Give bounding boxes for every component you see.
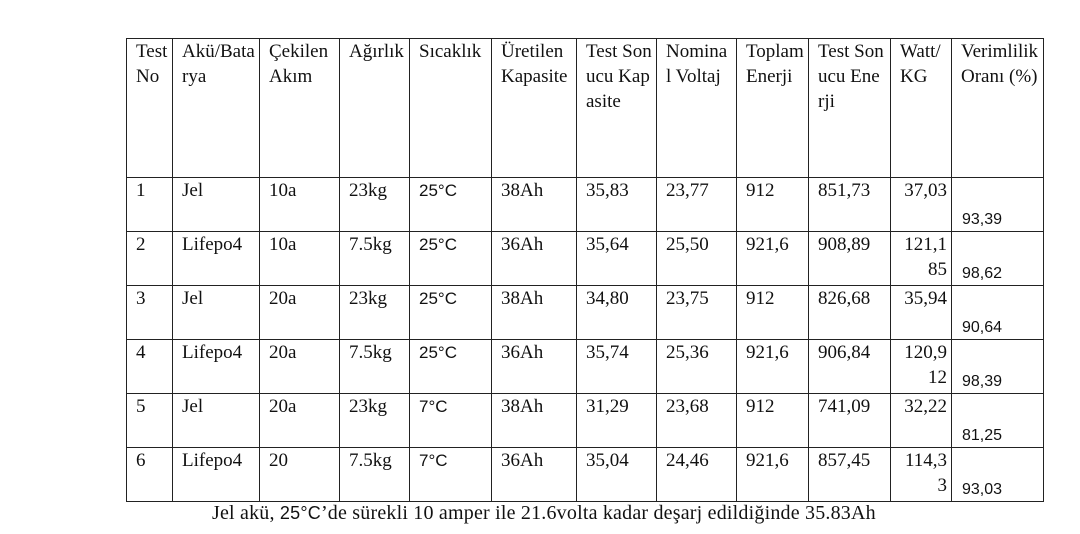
cell-weight: 7.5kg	[339, 339, 410, 394]
cell-capacity: 36Ah	[491, 447, 577, 502]
cell-test-energy: 826,68	[808, 285, 891, 340]
cell-temperature: 25°C	[409, 231, 492, 286]
cell-efficiency: 93,39	[951, 177, 1044, 232]
table-row: 6 Lifepo4 20 7.5kg 7°C 36Ah 35,04 24,46 …	[126, 447, 1044, 502]
table-row: 3 Jel 20a 23kg 25°C 38Ah 34,80 23,75 912…	[126, 285, 1044, 340]
cell-test-energy: 908,89	[808, 231, 891, 286]
header-test-energy: Test Sonucu Enerji	[808, 38, 891, 178]
cell-watt-kg: 121,185	[890, 231, 952, 286]
cell-weight: 23kg	[339, 393, 410, 448]
cell-battery: Jel	[172, 177, 260, 232]
table-row: 4 Lifepo4 20a 7.5kg 25°C 36Ah 35,74 25,3…	[126, 339, 1044, 394]
caption-part2: ’de sürekli 10 amper ile 21.6volta kadar…	[320, 502, 876, 524]
cell-weight: 23kg	[339, 285, 410, 340]
table-row: 1 Jel 10a 23kg 25°C 38Ah 35,83 23,77 912…	[126, 177, 1044, 232]
cell-test-capacity: 35,64	[576, 231, 657, 286]
cell-temperature: 7°C	[409, 447, 492, 502]
cell-efficiency: 98,62	[951, 231, 1044, 286]
cell-total-energy: 921,6	[736, 339, 809, 394]
table-row: 2 Lifepo4 10a 7.5kg 25°C 36Ah 35,64 25,5…	[126, 231, 1044, 286]
cell-test-capacity: 35,04	[576, 447, 657, 502]
cell-nominal-voltage: 23,75	[656, 285, 737, 340]
cell-nominal-voltage: 23,77	[656, 177, 737, 232]
cell-nominal-voltage: 23,68	[656, 393, 737, 448]
cell-efficiency: 90,64	[951, 285, 1044, 340]
cell-weight: 7.5kg	[339, 231, 410, 286]
header-current: Çekilen Akım	[259, 38, 340, 178]
header-test-no: Test No	[126, 38, 173, 178]
cell-temperature: 25°C	[409, 339, 492, 394]
cell-current: 20a	[259, 285, 340, 340]
cell-nominal-voltage: 24,46	[656, 447, 737, 502]
cell-battery: Jel	[172, 285, 260, 340]
cell-nominal-voltage: 25,36	[656, 339, 737, 394]
cell-current: 20a	[259, 393, 340, 448]
cell-test-capacity: 31,29	[576, 393, 657, 448]
cell-test-no: 4	[126, 339, 173, 394]
cell-efficiency: 98,39	[951, 339, 1044, 394]
cell-test-capacity: 35,83	[576, 177, 657, 232]
cell-test-no: 6	[126, 447, 173, 502]
cell-test-no: 3	[126, 285, 173, 340]
cell-test-no: 2	[126, 231, 173, 286]
cell-test-energy: 906,84	[808, 339, 891, 394]
battery-test-table: Test No Akü/Batarya Çekilen Akım Ağırlık…	[126, 38, 1044, 502]
cell-efficiency: 81,25	[951, 393, 1044, 448]
cell-watt-kg: 37,03	[890, 177, 952, 232]
cell-temperature: 25°C	[409, 285, 492, 340]
cell-watt-kg: 114,33	[890, 447, 952, 502]
cell-capacity: 36Ah	[491, 231, 577, 286]
cell-current: 20	[259, 447, 340, 502]
cell-battery: Lifepo4	[172, 231, 260, 286]
header-temperature: Sıcaklık	[409, 38, 492, 178]
cell-battery: Lifepo4	[172, 339, 260, 394]
header-total-energy: Toplam Enerji	[736, 38, 809, 178]
header-capacity: Üretilen Kapasite	[491, 38, 577, 178]
cell-test-capacity: 35,74	[576, 339, 657, 394]
cell-test-capacity: 34,80	[576, 285, 657, 340]
cell-capacity: 38Ah	[491, 177, 577, 232]
cell-nominal-voltage: 25,50	[656, 231, 737, 286]
header-battery: Akü/Batarya	[172, 38, 260, 178]
header-weight: Ağırlık	[339, 38, 410, 178]
cell-temperature: 7°C	[409, 393, 492, 448]
cell-capacity: 38Ah	[491, 285, 577, 340]
cell-current: 20a	[259, 339, 340, 394]
cell-battery: Lifepo4	[172, 447, 260, 502]
header-test-capacity: Test Sonucu Kapasite	[576, 38, 657, 178]
cell-test-energy: 741,09	[808, 393, 891, 448]
cell-current: 10a	[259, 177, 340, 232]
cell-test-no: 1	[126, 177, 173, 232]
header-watt-kg: Watt/KG	[890, 38, 952, 178]
header-efficiency: Verimlilik Oranı (%)	[951, 38, 1044, 178]
cell-capacity: 38Ah	[491, 393, 577, 448]
cell-total-energy: 912	[736, 285, 809, 340]
cell-test-energy: 851,73	[808, 177, 891, 232]
table-row: 5 Jel 20a 23kg 7°C 38Ah 31,29 23,68 912 …	[126, 393, 1044, 448]
cell-watt-kg: 32,22	[890, 393, 952, 448]
cell-test-no: 5	[126, 393, 173, 448]
header-nominal-voltage: Nominal Voltaj	[656, 38, 737, 178]
cell-capacity: 36Ah	[491, 339, 577, 394]
caption-temperature: 25°C	[279, 503, 321, 523]
cell-watt-kg: 35,94	[890, 285, 952, 340]
caption-part1: Jel akü,	[212, 502, 280, 524]
cell-temperature: 25°C	[409, 177, 492, 232]
cell-watt-kg: 120,912	[890, 339, 952, 394]
results-table-wrapper: Test No Akü/Batarya Çekilen Akım Ağırlık…	[126, 38, 1044, 502]
cell-battery: Jel	[172, 393, 260, 448]
cell-efficiency: 93,03	[951, 447, 1044, 502]
cell-total-energy: 912	[736, 393, 809, 448]
cell-current: 10a	[259, 231, 340, 286]
table-header-row: Test No Akü/Batarya Çekilen Akım Ağırlık…	[126, 38, 1044, 178]
cell-total-energy: 912	[736, 177, 809, 232]
cell-weight: 7.5kg	[339, 447, 410, 502]
cell-weight: 23kg	[339, 177, 410, 232]
caption-text: Jel akü, 25°C’de sürekli 10 amper ile 21…	[212, 502, 876, 525]
cell-total-energy: 921,6	[736, 231, 809, 286]
cell-total-energy: 921,6	[736, 447, 809, 502]
cell-test-energy: 857,45	[808, 447, 891, 502]
